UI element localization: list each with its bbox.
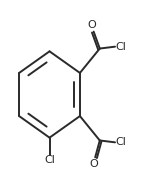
Text: O: O	[89, 159, 98, 169]
Text: Cl: Cl	[116, 42, 127, 52]
Text: Cl: Cl	[116, 137, 127, 147]
Text: O: O	[88, 20, 97, 30]
Text: Cl: Cl	[44, 156, 55, 166]
